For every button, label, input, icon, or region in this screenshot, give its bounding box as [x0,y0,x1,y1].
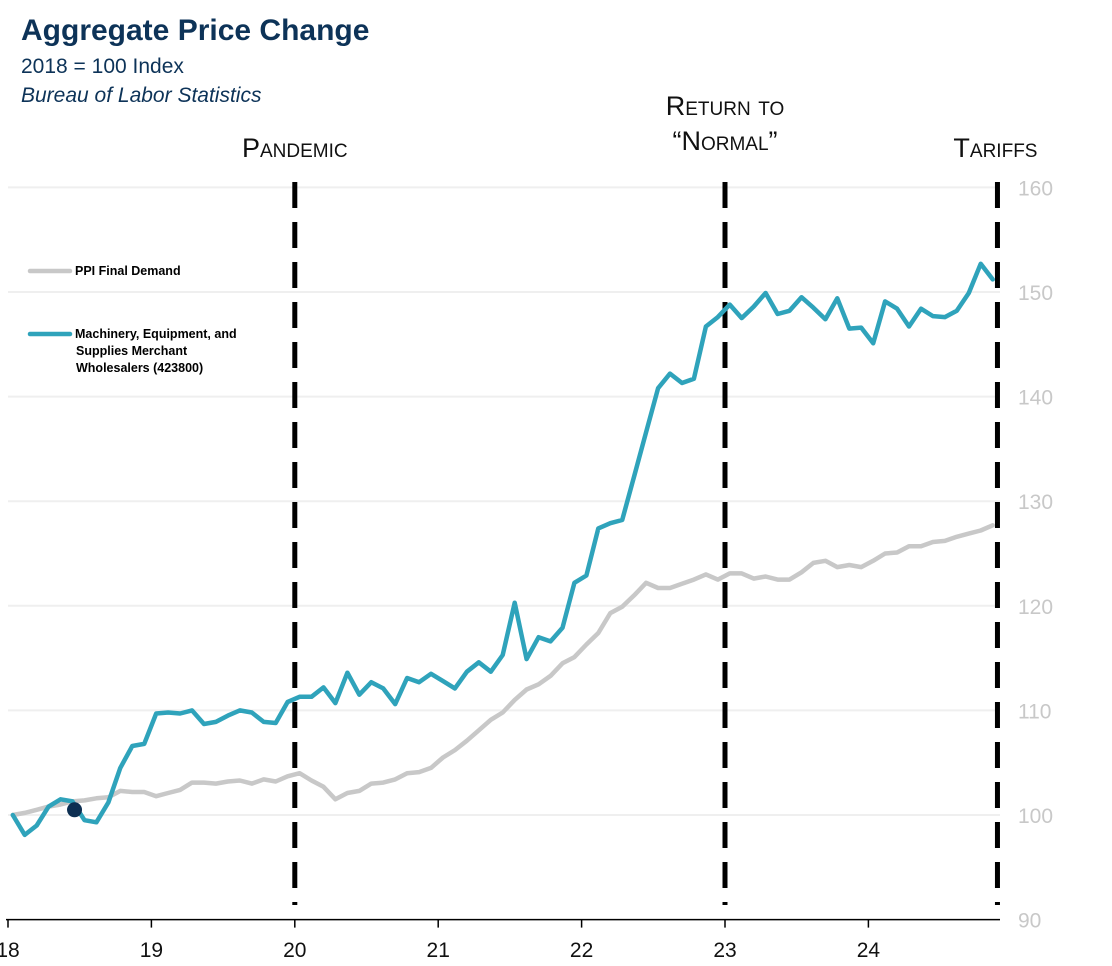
event-label: “Normal” [672,126,777,156]
y-tick-label: 140 [1018,387,1053,410]
series-line-machinery-wholesalers [10,261,995,838]
x-tick-label: 24 [857,939,881,962]
y-tick-label: 160 [1018,177,1053,200]
x-tick-label: 19 [140,939,163,962]
chart-title: Aggregate Price Change [21,14,370,47]
x-tick-label: 21 [427,939,450,962]
event-label: Tariffs [953,133,1037,163]
chart-subtitle: 2018 = 100 Index [21,55,184,78]
legend-label: PPI Final Demand [75,264,181,278]
legend-label: Machinery, Equipment, and [75,327,237,341]
y-tick-label: 150 [1018,282,1053,305]
legend-label: Supplies Merchant [76,344,188,358]
series-line-ppi-final-demand [10,523,995,818]
y-tick-label: 100 [1018,805,1053,828]
x-tick-label: 22 [570,939,593,962]
y-tick-label: 120 [1018,596,1053,619]
event-label: Pandemic [242,133,348,163]
highlight-marker [67,802,83,818]
event-label: Return to [666,91,784,121]
legend-label: Wholesalers (423800) [76,361,203,375]
x-tick-label: 18 [0,939,20,962]
y-tick-label: 110 [1018,700,1051,723]
y-tick-label: 90 [1018,910,1041,933]
y-tick-label: 130 [1018,491,1053,514]
chart-source: Bureau of Labor Statistics [21,84,262,107]
x-tick-label: 23 [713,939,736,962]
x-tick-label: 20 [283,939,306,962]
